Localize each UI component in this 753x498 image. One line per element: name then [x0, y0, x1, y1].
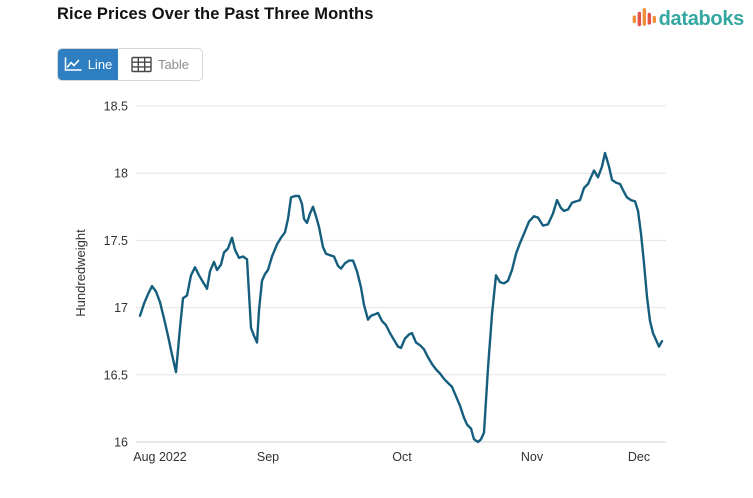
- y-tick-label: 16: [114, 436, 128, 450]
- table-icon: [131, 56, 152, 73]
- databoks-logo-icon: [632, 8, 656, 27]
- line-view-button[interactable]: Line: [58, 49, 118, 80]
- databoks-logo: databoks: [632, 6, 744, 33]
- y-tick-label: 17: [114, 301, 128, 315]
- y-tick-label: 16.5: [104, 368, 128, 382]
- y-axis-title: Hundredweight: [73, 229, 88, 317]
- line-chart-icon: [64, 57, 82, 71]
- price-line-series[interactable]: [138, 151, 664, 444]
- chart-view-toggle: Line Table: [57, 48, 203, 81]
- x-tick-label: Nov: [521, 450, 544, 464]
- x-tick-label: Oct: [392, 450, 412, 464]
- table-view-label: Table: [157, 57, 190, 72]
- y-tick-label: 18.5: [104, 100, 128, 114]
- x-tick-label: Sep: [257, 450, 279, 464]
- page-title: Rice Prices Over the Past Three Months: [57, 5, 374, 23]
- x-tick-label: Dec: [628, 450, 650, 464]
- y-tick-label: 18: [114, 167, 128, 181]
- x-tick-label: Aug 2022: [133, 450, 187, 464]
- line-view-label: Line: [87, 57, 113, 72]
- y-tick-label: 17.5: [104, 234, 128, 248]
- databoks-logo-text: databoks: [658, 8, 745, 30]
- table-view-button[interactable]: Table: [118, 49, 202, 80]
